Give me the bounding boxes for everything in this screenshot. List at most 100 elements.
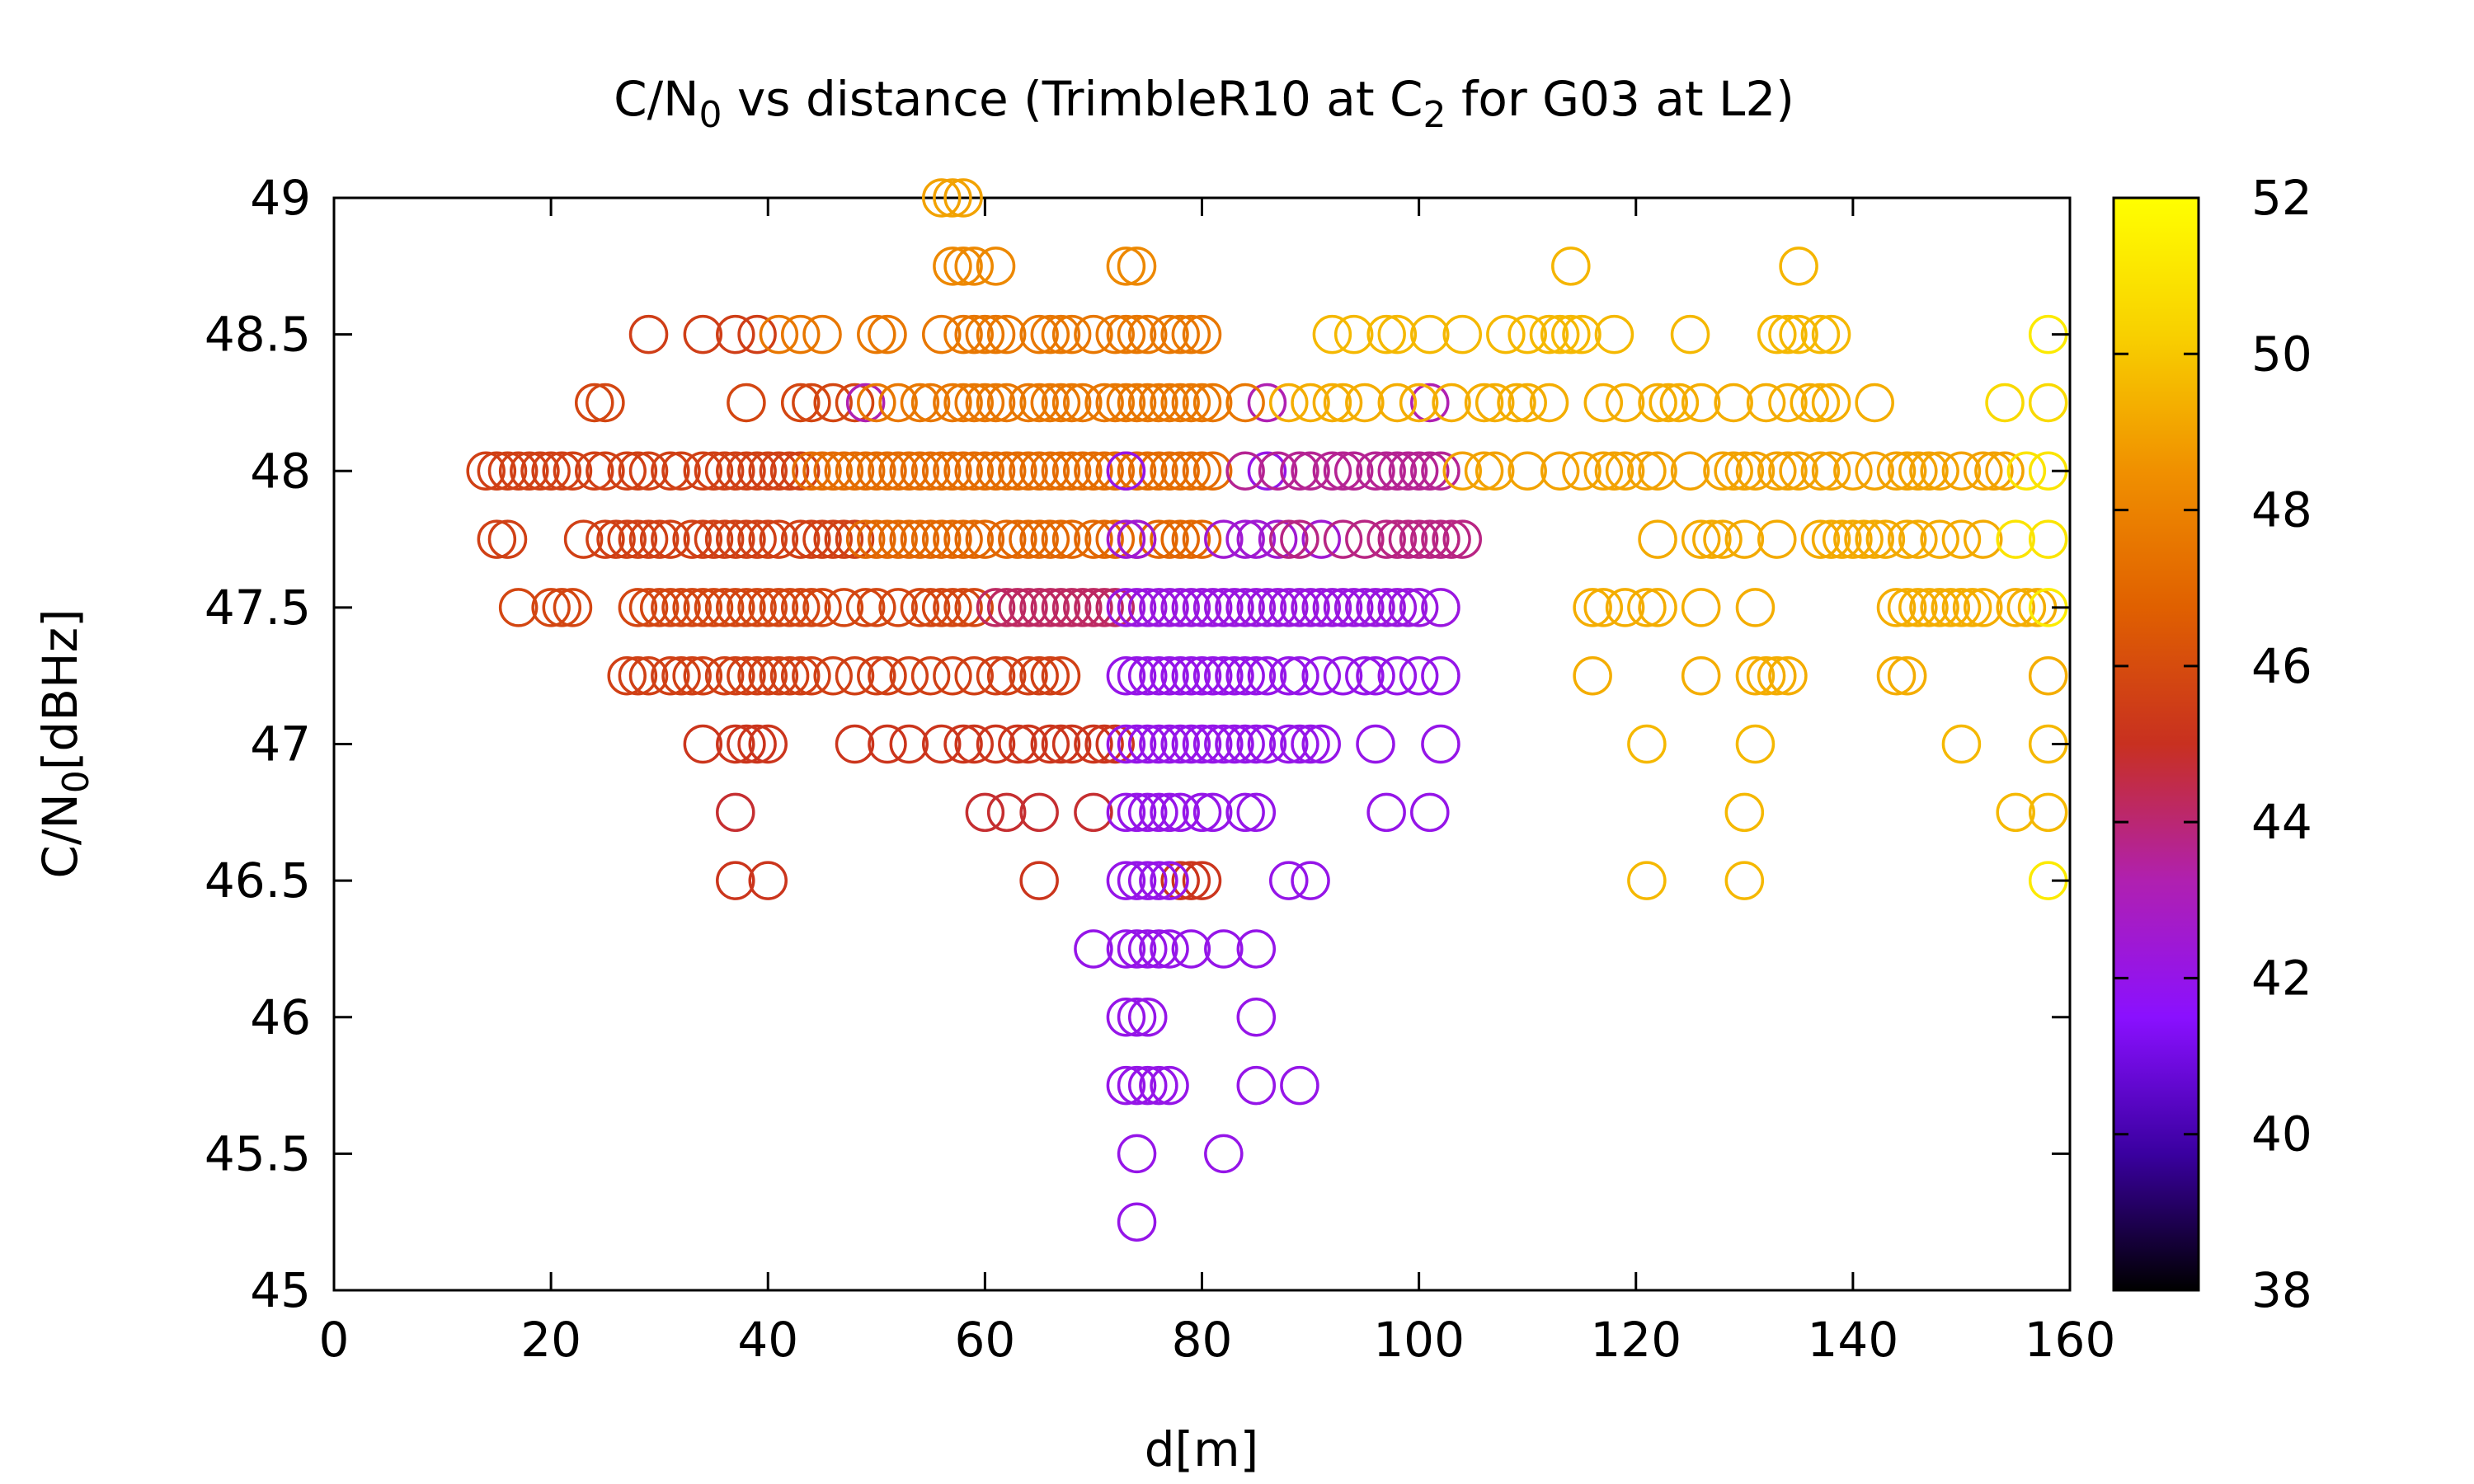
data-point	[802, 314, 842, 355]
data-point	[1127, 451, 1168, 491]
data-point	[1139, 451, 1178, 491]
data-point	[1225, 519, 1265, 559]
data-point	[487, 519, 528, 559]
data-point	[1106, 519, 1146, 559]
data-point	[1291, 451, 1330, 491]
data-point	[1941, 519, 1982, 559]
data-point	[900, 588, 940, 627]
data-point	[1399, 383, 1439, 423]
data-point	[1106, 724, 1146, 764]
data-point	[1377, 383, 1418, 423]
data-point	[1106, 383, 1146, 423]
data-point	[1551, 247, 1591, 286]
data-point	[1139, 861, 1178, 900]
x-tick-label: 80	[1172, 1312, 1233, 1368]
data-point	[1074, 724, 1113, 764]
data-point	[792, 655, 831, 696]
data-point	[1377, 451, 1418, 491]
data-point	[954, 451, 994, 491]
data-point	[1605, 588, 1645, 627]
data-point	[1117, 314, 1157, 355]
data-point	[1204, 724, 1244, 764]
data-point	[1876, 588, 1917, 627]
data-point	[683, 724, 723, 764]
data-point	[1323, 588, 1363, 627]
data-point	[878, 451, 918, 491]
data-point	[1366, 588, 1406, 627]
data-point	[1160, 792, 1200, 833]
data-point	[1692, 519, 1732, 559]
data-point	[954, 383, 994, 423]
data-point	[1356, 451, 1395, 491]
data-point	[477, 451, 517, 491]
plot-frame	[332, 196, 2072, 1292]
data-point	[704, 519, 745, 559]
data-point	[1051, 724, 1092, 764]
data-point	[1215, 724, 1254, 764]
data-point	[1051, 314, 1092, 355]
data-point	[1192, 451, 1233, 491]
data-point	[1182, 588, 1222, 627]
data-point	[780, 451, 821, 491]
data-point	[1356, 588, 1395, 627]
y-tick-label: 46	[250, 989, 311, 1045]
data-point	[976, 588, 1016, 627]
data-point	[1865, 519, 1906, 559]
data-point	[1095, 724, 1135, 764]
data-point	[1225, 655, 1265, 696]
data-point	[769, 451, 810, 491]
data-point	[727, 519, 766, 559]
y-axis: 45 45.5 46 46.5 47 47.5 48 48.5 49	[205, 170, 2070, 1318]
data-point	[694, 451, 734, 491]
data-point	[1106, 929, 1146, 969]
data-point	[1432, 519, 1471, 559]
y-tick-label: 45.5	[205, 1125, 311, 1181]
data-point	[1139, 929, 1178, 969]
data-point	[1074, 314, 1113, 355]
x-tick-label: 60	[954, 1312, 1015, 1368]
data-point	[998, 519, 1037, 559]
data-point	[1030, 724, 1070, 764]
data-point	[933, 178, 972, 218]
data-point	[1106, 451, 1146, 491]
data-point	[1236, 655, 1277, 696]
data-point	[704, 451, 745, 491]
y-tick-label: 48	[250, 443, 311, 499]
data-point	[1941, 724, 1982, 764]
colorbar-tick-label: 48	[2251, 482, 2312, 538]
data-point	[1529, 383, 1569, 423]
data-point	[759, 451, 799, 491]
data-point	[1920, 588, 1959, 627]
data-point	[1333, 588, 1374, 627]
data-point	[1280, 519, 1319, 559]
data-point	[727, 383, 766, 423]
data-point	[1204, 588, 1244, 627]
data-point	[1388, 588, 1428, 627]
data-point	[727, 588, 766, 627]
data-point	[553, 588, 593, 627]
data-point	[1638, 383, 1677, 423]
data-point	[1627, 724, 1667, 764]
data-point	[1399, 588, 1439, 627]
data-point	[672, 588, 712, 627]
colorbar-tick-label: 38	[2251, 1262, 2312, 1318]
data-point	[1714, 451, 1753, 491]
data-point	[878, 519, 918, 559]
data-point	[651, 519, 690, 559]
data-point	[986, 383, 1027, 423]
data-point	[1150, 655, 1189, 696]
data-point	[618, 451, 658, 491]
data-point	[1497, 383, 1536, 423]
data-point	[607, 519, 647, 559]
data-point	[1225, 451, 1265, 491]
data-point	[1345, 519, 1385, 559]
data-point	[1215, 588, 1254, 627]
data-point	[607, 655, 647, 696]
data-point	[1724, 519, 1765, 559]
data-point	[1041, 314, 1081, 355]
data-point	[878, 588, 918, 627]
data-point	[1236, 724, 1277, 764]
data-point	[1051, 519, 1092, 559]
data-point	[1030, 519, 1070, 559]
